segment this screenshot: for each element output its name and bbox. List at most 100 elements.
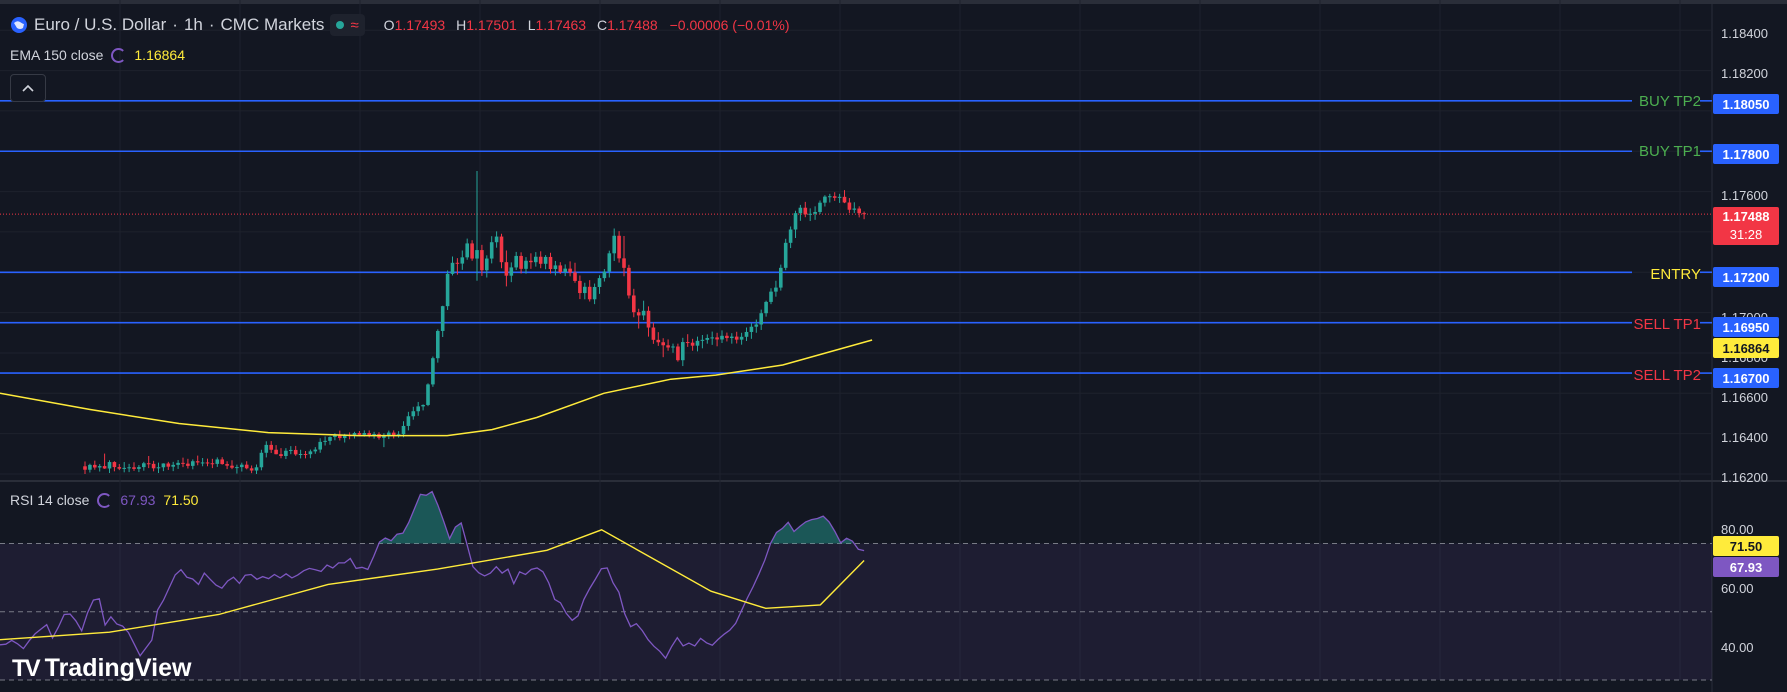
rsi-ma-value: 71.50 (163, 492, 199, 508)
candle-body (671, 346, 675, 348)
candle-body (181, 462, 185, 464)
loading-icon (97, 492, 113, 508)
candle-body (656, 339, 661, 343)
level-price-tag-entry[interactable]: 1.17200 (1713, 267, 1779, 287)
candle-body (538, 256, 543, 264)
candle-body (710, 337, 714, 339)
candle-body (480, 250, 484, 271)
candle-body (597, 278, 602, 287)
candle-body (161, 463, 166, 468)
candle-body (117, 467, 122, 469)
symbol-legend[interactable]: Euro / U.S. Dollar · 1h · CMC Markets ≈ … (10, 14, 789, 36)
candle-body (489, 242, 494, 259)
rsi-ma-line (0, 529, 865, 641)
timeframe[interactable]: 1h (183, 15, 203, 34)
candle-body (847, 202, 852, 210)
candle-body (578, 280, 582, 294)
candle-body (362, 433, 367, 435)
candle-body (357, 433, 362, 435)
symbol-name[interactable]: Euro / U.S. Dollar (34, 15, 167, 34)
candle-body (627, 267, 631, 296)
candle-body (244, 464, 249, 469)
ema-label: EMA 150 close (10, 47, 104, 63)
candle-body (700, 339, 705, 341)
high-label: H (456, 17, 467, 33)
candle-body (269, 444, 273, 450)
candle-body (690, 342, 695, 346)
collapse-legend-button[interactable] (10, 74, 46, 102)
candle-body (440, 306, 445, 331)
candle-body (519, 255, 523, 269)
candle-body (504, 262, 509, 276)
level-label-buy-tp2[interactable]: BUY TP2 (1639, 93, 1701, 110)
low-value: 1.17463 (535, 17, 587, 33)
rsi-value-tag: 67.93 (1713, 557, 1779, 577)
tradingview-watermark[interactable]: TV TradingView (12, 654, 191, 683)
rsi-value: 67.93 (120, 492, 156, 508)
candle-body (558, 265, 563, 273)
candle-body (828, 196, 832, 198)
candle-body (308, 451, 313, 455)
candle-body (774, 287, 778, 292)
rsi-overbought-fill (770, 516, 853, 544)
candle-body (499, 236, 504, 263)
rsi-label: RSI 14 close (10, 492, 90, 508)
candle-body (676, 346, 680, 361)
rsi-ma-tag: 71.50 (1713, 536, 1779, 556)
candle-body (171, 464, 175, 467)
level-price-tag-buy-tp1[interactable]: 1.17800 (1713, 144, 1779, 164)
candle-body (818, 202, 822, 212)
candle-body (416, 406, 420, 412)
candle-body (323, 440, 327, 442)
candle-body (156, 467, 161, 469)
candle-body (685, 342, 690, 344)
candle-body (220, 459, 224, 465)
candle-body (475, 250, 479, 259)
candle-body (450, 262, 455, 274)
candle-body (494, 236, 499, 243)
low-label: L (527, 17, 536, 33)
candle-body (646, 310, 651, 328)
candle-body (279, 454, 283, 456)
level-price-tag-sell-tp2[interactable]: 1.16700 (1713, 368, 1779, 388)
candle-body (455, 262, 460, 264)
candle-body (431, 358, 435, 385)
candle-body (759, 313, 763, 325)
candle-body (391, 432, 396, 436)
level-price-tag-sell-tp1[interactable]: 1.16950 (1713, 317, 1779, 337)
candle-body (387, 432, 391, 436)
candle-body (803, 207, 808, 215)
market-open-dot-icon (336, 21, 345, 29)
candle-body (529, 260, 533, 263)
candle-body (200, 462, 205, 464)
candle-body (259, 452, 264, 468)
candle-body (146, 463, 151, 465)
candle-body (313, 449, 318, 452)
rsi-legend[interactable]: RSI 14 close 67.93 71.50 (10, 492, 198, 508)
candle-body (240, 464, 244, 468)
candle-body (132, 467, 136, 469)
candle-body (837, 196, 842, 198)
level-label-sell-tp1[interactable]: SELL TP1 (1633, 316, 1701, 333)
ema-legend[interactable]: EMA 150 close 1.16864 (10, 47, 185, 63)
market-status-pill[interactable]: ≈ (330, 14, 365, 36)
level-price-tag-buy-tp2[interactable]: 1.18050 (1713, 94, 1779, 114)
top-border (0, 0, 1787, 4)
candle-body (406, 416, 411, 426)
candle-body (176, 462, 180, 465)
level-label-buy-tp1[interactable]: BUY TP1 (1639, 143, 1701, 160)
current-price-tag: 1.17488 31:28 (1713, 207, 1779, 245)
candle-body (215, 459, 220, 464)
candle-body (436, 330, 440, 359)
level-label-sell-tp2[interactable]: SELL TP2 (1633, 367, 1701, 384)
candle-body (470, 243, 474, 259)
candle-body (107, 462, 112, 469)
level-label-entry[interactable]: ENTRY (1650, 266, 1701, 283)
candle-body (705, 338, 710, 340)
candle-body (534, 256, 538, 263)
candle-body (445, 273, 450, 307)
candle-body (592, 286, 597, 300)
candle-body (83, 466, 87, 470)
separator: · (172, 15, 178, 34)
